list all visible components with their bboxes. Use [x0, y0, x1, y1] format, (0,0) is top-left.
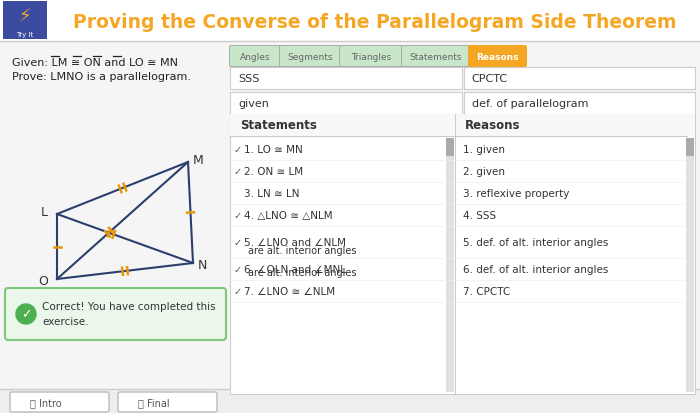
FancyBboxPatch shape — [3, 2, 47, 40]
FancyBboxPatch shape — [463, 93, 695, 115]
Text: Statements: Statements — [410, 52, 462, 62]
Text: Segments: Segments — [287, 52, 332, 62]
Text: def. of parallelogram: def. of parallelogram — [472, 99, 588, 109]
FancyBboxPatch shape — [0, 389, 700, 413]
FancyBboxPatch shape — [463, 68, 695, 90]
Text: 🔊 Intro: 🔊 Intro — [30, 397, 62, 407]
FancyBboxPatch shape — [230, 46, 281, 67]
Text: 3. reflexive property: 3. reflexive property — [463, 189, 569, 199]
Text: 7. CPCTC: 7. CPCTC — [463, 286, 510, 296]
Text: ✓: ✓ — [234, 237, 242, 247]
FancyBboxPatch shape — [468, 46, 526, 67]
Text: ✓: ✓ — [234, 286, 242, 296]
FancyBboxPatch shape — [686, 139, 694, 392]
Text: 1. given: 1. given — [463, 145, 505, 154]
Text: ✓: ✓ — [21, 308, 32, 321]
Text: 4. △LNO ≅ △NLM: 4. △LNO ≅ △NLM — [244, 211, 332, 221]
Circle shape — [16, 304, 36, 324]
FancyBboxPatch shape — [446, 139, 454, 392]
Text: Angles: Angles — [239, 52, 270, 62]
Text: 7. ∠LNO ≅ ∠NLM: 7. ∠LNO ≅ ∠NLM — [244, 286, 335, 296]
FancyBboxPatch shape — [340, 46, 402, 67]
FancyBboxPatch shape — [230, 68, 461, 90]
Text: Proving the Converse of the Parallelogram Side Theorem: Proving the Converse of the Parallelogra… — [74, 12, 677, 31]
FancyBboxPatch shape — [446, 139, 454, 157]
FancyBboxPatch shape — [118, 392, 217, 412]
Text: 4. SSS: 4. SSS — [463, 211, 496, 221]
Text: 🔊 Final: 🔊 Final — [138, 397, 169, 407]
FancyBboxPatch shape — [5, 288, 226, 340]
Text: Statements: Statements — [240, 119, 317, 132]
Text: ✓: ✓ — [234, 211, 242, 221]
Text: Given: LM ≅ ON and LO ≅ MN: Given: LM ≅ ON and LO ≅ MN — [12, 58, 178, 68]
Text: 6. ∠OLN and ∠MNL: 6. ∠OLN and ∠MNL — [244, 264, 346, 274]
Text: ⚡: ⚡ — [19, 8, 32, 26]
FancyBboxPatch shape — [402, 46, 470, 67]
FancyBboxPatch shape — [10, 392, 109, 412]
Text: 2. ON ≅ LM: 2. ON ≅ LM — [244, 166, 303, 177]
Text: 5. ∠LNO and ∠NLM: 5. ∠LNO and ∠NLM — [244, 237, 346, 247]
Text: M: M — [193, 154, 204, 167]
Text: O: O — [38, 275, 48, 288]
Text: Try It: Try It — [16, 32, 34, 38]
Text: Reasons: Reasons — [476, 52, 519, 62]
FancyBboxPatch shape — [230, 115, 695, 394]
Text: 5. def. of alt. interior angles: 5. def. of alt. interior angles — [463, 237, 608, 247]
Text: ✓: ✓ — [234, 145, 242, 154]
Text: Prove: LMNO is a parallelogram.: Prove: LMNO is a parallelogram. — [12, 72, 191, 82]
Text: ✓: ✓ — [234, 264, 242, 274]
Text: L: L — [41, 206, 48, 219]
Text: Reasons: Reasons — [465, 119, 521, 132]
FancyBboxPatch shape — [686, 139, 694, 157]
FancyBboxPatch shape — [230, 93, 461, 115]
FancyBboxPatch shape — [0, 42, 700, 413]
Text: given: given — [238, 99, 269, 109]
Text: are alt. interior angles: are alt. interior angles — [248, 267, 356, 277]
Text: 3. LN ≅ LN: 3. LN ≅ LN — [244, 189, 300, 199]
Text: CPCTC: CPCTC — [472, 74, 507, 84]
Text: SSS: SSS — [238, 74, 260, 84]
Text: are alt. interior angles: are alt. interior angles — [248, 245, 356, 255]
Text: 6. def. of alt. interior angles: 6. def. of alt. interior angles — [463, 264, 608, 274]
Text: Correct! You have completed this: Correct! You have completed this — [42, 301, 216, 311]
Text: 2. given: 2. given — [463, 166, 505, 177]
FancyBboxPatch shape — [455, 115, 695, 137]
Text: Triangles: Triangles — [351, 52, 391, 62]
Text: 1. LO ≅ MN: 1. LO ≅ MN — [244, 145, 302, 154]
FancyBboxPatch shape — [0, 0, 700, 42]
Text: N: N — [198, 259, 207, 272]
FancyBboxPatch shape — [230, 115, 455, 137]
FancyBboxPatch shape — [279, 46, 340, 67]
Text: ✓: ✓ — [234, 166, 242, 177]
Text: exercise.: exercise. — [42, 316, 88, 326]
